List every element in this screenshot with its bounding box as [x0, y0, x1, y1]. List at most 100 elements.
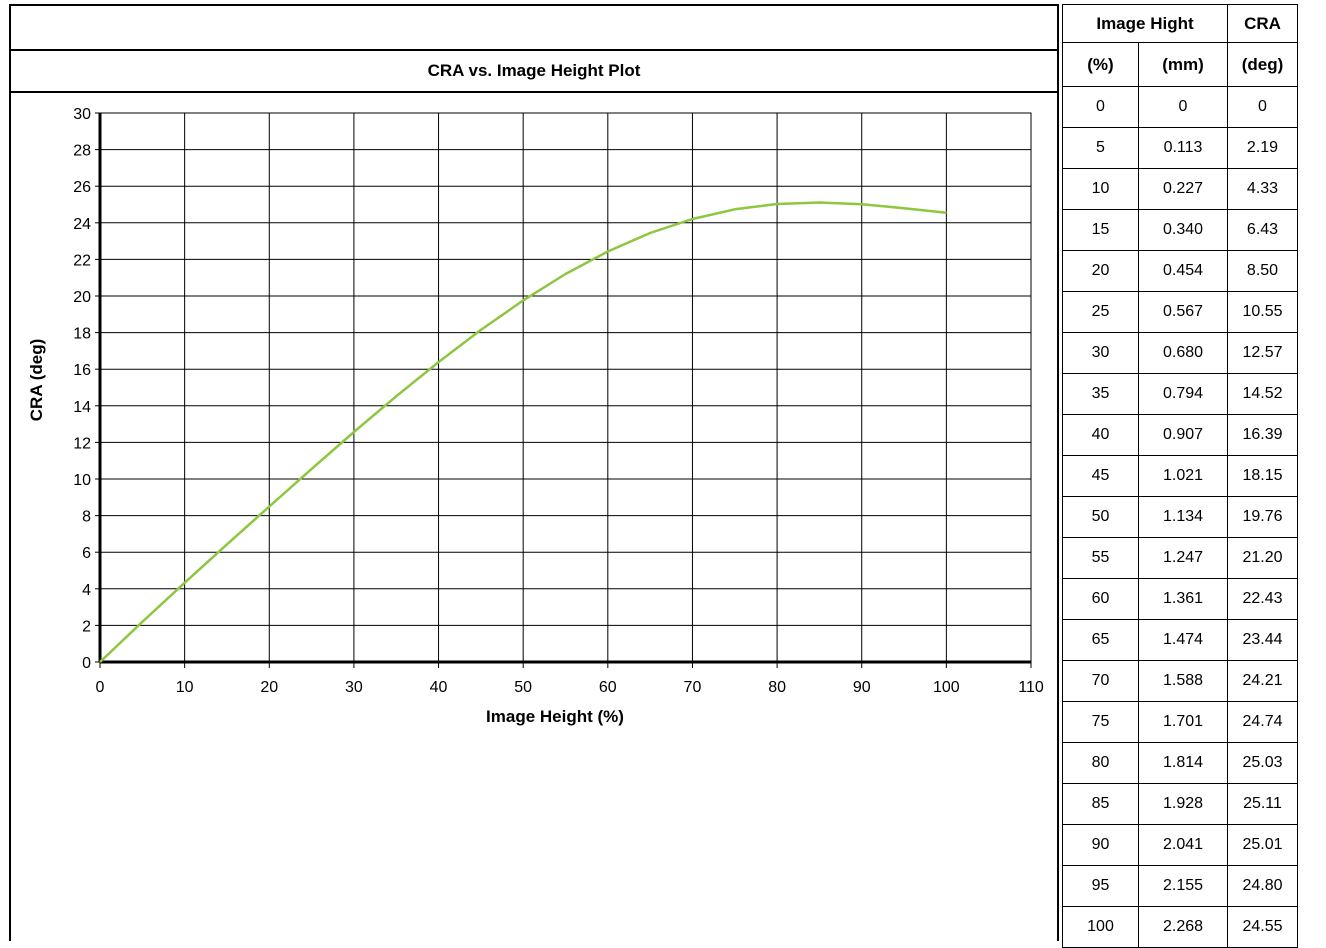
y-tick-label: 14	[73, 399, 91, 416]
cra-deg-cell: 8.50	[1228, 251, 1298, 292]
image-height-mm-cell: 1.928	[1139, 784, 1228, 825]
x-tick-label: 30	[345, 679, 363, 696]
cra-deg-cell: 25.11	[1228, 784, 1298, 825]
image-height-mm-cell: 1.588	[1139, 661, 1228, 702]
image-height-percent-cell: 100	[1063, 907, 1139, 948]
x-tick-label: 10	[176, 679, 194, 696]
image-height-mm-cell: 0.340	[1139, 210, 1228, 251]
cra-deg-cell: 0	[1228, 87, 1298, 128]
image-height-percent-cell: 20	[1063, 251, 1139, 292]
cra-deg-cell: 6.43	[1228, 210, 1298, 251]
deg-unit-header: (deg)	[1228, 43, 1298, 87]
image-height-percent-cell: 50	[1063, 497, 1139, 538]
x-tick-label: 0	[96, 679, 105, 696]
y-tick-label: 10	[73, 472, 91, 489]
y-tick-label: 2	[82, 618, 91, 635]
x-tick-label: 20	[260, 679, 278, 696]
mm-unit-header: (mm)	[1139, 43, 1228, 87]
image-height-percent-cell: 10	[1063, 169, 1139, 210]
x-tick-label: 90	[853, 679, 871, 696]
cra-deg-cell: 16.39	[1228, 415, 1298, 456]
image-height-mm-cell: 0.567	[1139, 292, 1228, 333]
x-tick-label: 60	[599, 679, 617, 696]
y-tick-label: 30	[73, 106, 91, 123]
x-tick-label: 100	[933, 679, 960, 696]
cra-header: CRA	[1228, 5, 1298, 43]
cra-deg-cell: 19.76	[1228, 497, 1298, 538]
image-height-percent-cell: 40	[1063, 415, 1139, 456]
y-tick-label: 8	[82, 509, 91, 526]
image-height-mm-cell: 0.680	[1139, 333, 1228, 374]
y-tick-label: 28	[73, 143, 91, 160]
y-tick-label: 20	[73, 289, 91, 306]
image-height-mm-cell: 1.134	[1139, 497, 1228, 538]
plot-area	[100, 113, 1031, 662]
image-height-percent-cell: 45	[1063, 456, 1139, 497]
cra-deg-cell: 4.33	[1228, 169, 1298, 210]
x-axis-label: Image Height (%)	[486, 707, 624, 726]
image-height-percent-cell: 0	[1063, 87, 1139, 128]
y-tick-label: 26	[73, 179, 91, 196]
cra-deg-cell: 22.43	[1228, 579, 1298, 620]
cra-deg-cell: 24.74	[1228, 702, 1298, 743]
image-height-percent-cell: 60	[1063, 579, 1139, 620]
y-tick-label: 6	[82, 545, 91, 562]
y-tick-label: 18	[73, 326, 91, 343]
y-tick-label: 4	[82, 582, 91, 599]
table-header-row-2: (%) (mm) (deg)	[1063, 43, 1298, 87]
image-height-mm-cell: 0	[1139, 87, 1228, 128]
image-height-percent-cell: 25	[1063, 292, 1139, 333]
cra-deg-cell: 21.20	[1228, 538, 1298, 579]
image-height-percent-cell: 95	[1063, 866, 1139, 907]
image-height-mm-cell: 2.268	[1139, 907, 1228, 948]
image-height-percent-cell: 5	[1063, 128, 1139, 169]
image-height-percent-cell: 75	[1063, 702, 1139, 743]
cra-deg-cell: 12.57	[1228, 333, 1298, 374]
percent-unit-header: (%)	[1063, 43, 1139, 87]
table-header-row-1: Image Hight CRA	[1063, 5, 1298, 43]
y-tick-label: 24	[73, 216, 91, 233]
cra-deg-cell: 24.21	[1228, 661, 1298, 702]
image-height-mm-cell: 0.907	[1139, 415, 1228, 456]
cra-deg-cell: 24.55	[1228, 907, 1298, 948]
image-height-mm-cell: 2.155	[1139, 866, 1228, 907]
image-hight-header: Image Hight	[1063, 5, 1228, 43]
image-height-mm-cell: 2.041	[1139, 825, 1228, 866]
image-height-mm-cell: 1.021	[1139, 456, 1228, 497]
image-height-percent-cell: 15	[1063, 210, 1139, 251]
image-height-mm-cell: 0.794	[1139, 374, 1228, 415]
cra-deg-cell: 25.01	[1228, 825, 1298, 866]
x-tick-label: 40	[430, 679, 448, 696]
cra-deg-cell: 23.44	[1228, 620, 1298, 661]
image-height-mm-cell: 1.474	[1139, 620, 1228, 661]
cra-deg-cell: 25.03	[1228, 743, 1298, 784]
image-height-mm-cell: 0.454	[1139, 251, 1228, 292]
image-height-mm-cell: 1.814	[1139, 743, 1228, 784]
image-height-mm-cell: 1.247	[1139, 538, 1228, 579]
x-tick-label: 70	[684, 679, 702, 696]
y-tick-label: 22	[73, 252, 91, 269]
y-tick-label: 12	[73, 435, 91, 452]
